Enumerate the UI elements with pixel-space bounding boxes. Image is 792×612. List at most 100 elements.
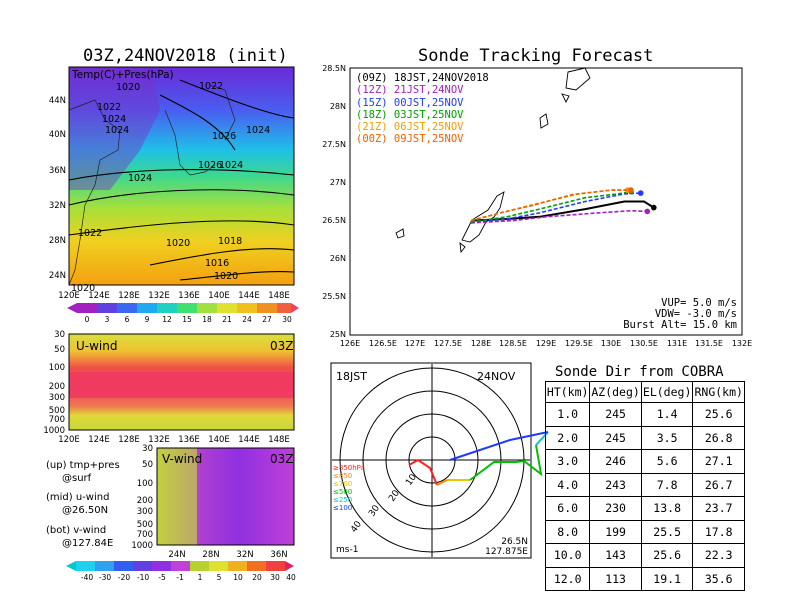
cbar-tick: 10 (233, 573, 243, 582)
track-series-line (470, 209, 648, 224)
track-endpoint (644, 208, 651, 215)
cell: 25.5 (640, 519, 694, 544)
track-endpoint (651, 204, 657, 211)
cbar-tick: 27 (262, 315, 272, 324)
cell: 6.0 (544, 496, 591, 521)
vwind-low-lat (157, 448, 197, 545)
isobar-label: 1022 (78, 228, 102, 239)
p-tick: 200 (137, 496, 153, 506)
p-tick: 1000 (131, 541, 153, 551)
legend-item: (00Z) 09JST,25NOV (356, 133, 464, 146)
lat-tick: 32N (236, 550, 253, 560)
column-header: HT(km) (544, 381, 591, 403)
cell: 7.8 (640, 472, 694, 497)
cbar-tick: 0 (85, 315, 90, 324)
cbar-tick: 1 (198, 573, 203, 582)
lon-tick: 148E (268, 291, 290, 301)
lat-tick: 25N (330, 330, 346, 339)
cell: 22.3 (692, 543, 745, 568)
lon-tick: 126.5E (369, 339, 397, 348)
lat-tick: 40N (49, 130, 66, 140)
lat-tick: 24N (168, 550, 185, 560)
lat-tick: 44N (49, 96, 66, 106)
lon-tick: 129E (536, 339, 556, 348)
legend-item: (21Z) 06JST,25NOV (356, 121, 464, 134)
p-tick: 50 (142, 460, 153, 470)
coastline (68, 84, 236, 286)
lon-tick: 130.5E (630, 339, 658, 348)
cell: 243 (589, 472, 642, 497)
cbar-tick: 9 (145, 315, 150, 324)
cbar-tick: -20 (118, 573, 130, 582)
lon-tick: 120E (58, 435, 80, 445)
lon-tick: 136E (178, 435, 200, 445)
lon-tick: 131.5E (695, 339, 723, 348)
cbar-tick: 24 (242, 315, 252, 324)
cell: 25.6 (692, 402, 745, 427)
p-tick: 500 (49, 406, 65, 416)
lon-tick: 129.5E (565, 339, 593, 348)
lon-tick: 131E (667, 339, 687, 348)
p-tick: 100 (49, 363, 65, 373)
temp-map-panel: 1020 1022 1022 1024 1024 1026 1024 1026 … (49, 66, 299, 324)
temp-colorbar (67, 303, 299, 313)
cell: 4.0 (544, 472, 591, 497)
note-line: @127.84E (62, 538, 113, 549)
cobra-table: HT(km) AZ(deg) EL(deg) RNG(km) 1.0 245 1.4… (544, 381, 745, 591)
isobar-label: 1022 (199, 81, 223, 92)
table-row: 12.0 113 19.1 35.6 (544, 566, 745, 591)
table-row: 10.0 143 25.6 22.3 (544, 543, 745, 568)
polar-unit: ms-1 (336, 545, 358, 555)
uwind-panel: U-wind 03Z 30 50 100 200 300 500 700 100… (43, 330, 295, 445)
lat-tick: 32N (49, 201, 66, 211)
table-row: 8.0 199 25.5 17.8 (544, 519, 745, 544)
wind-colorbar-ticks: -40 -30 -20 -10 -5 -1 1 5 10 20 30 40 (81, 573, 296, 582)
lon-tick: 128.5E (499, 339, 527, 348)
isobar-lines (68, 79, 295, 281)
cell: 25.6 (640, 543, 694, 568)
isobar-label: 1020 (71, 283, 95, 294)
table-row: 2.0 245 3.5 26.8 (544, 425, 745, 450)
cell: 199 (589, 519, 642, 544)
lat-tick: 27N (330, 178, 346, 187)
isobar-label: 1020 (116, 82, 140, 93)
lon-tick: 140E (208, 435, 230, 445)
lon-tick: 136E (178, 291, 200, 301)
cbar-tick: 5 (217, 573, 222, 582)
p-tick: 200 (49, 382, 65, 392)
cbar-tick: 15 (182, 315, 192, 324)
init-map-title: 03Z,24NOV2018 (init) (83, 46, 288, 66)
cbar-tick: 12 (162, 315, 172, 324)
track-series-line (470, 189, 631, 222)
lon-tick: 132E (732, 339, 752, 348)
cell: 3.5 (640, 425, 694, 450)
tracking-frame (349, 67, 743, 336)
wind-colorbar (66, 561, 294, 571)
lat-tick: 28N (49, 236, 66, 246)
p-tick: 700 (137, 530, 153, 540)
column-header: RNG(km) (692, 381, 745, 403)
p-tick: 1000 (43, 426, 65, 436)
p-tick: 700 (49, 415, 65, 425)
cell: 35.6 (692, 566, 745, 591)
cell: 2.0 (544, 425, 591, 450)
tracking-title: Sonde Tracking Forecast (418, 46, 654, 66)
temp-lon-ticks: 120E 124E 128E 132E 136E 140E 144E 148E (58, 291, 290, 301)
lat-tick: 28N (330, 102, 346, 111)
pressure-legend-item: ≤500 (333, 488, 352, 496)
note-line: (mid) u-wind (46, 492, 109, 503)
param-line: Burst Alt= 15.0 km (623, 319, 737, 331)
cbar-tick: -1 (176, 573, 184, 582)
cbar-tick: 20 (252, 573, 262, 582)
cell: 19.1 (640, 566, 694, 591)
vwind-p-ticks: 30 50 100 200 300 500 700 1000 (131, 444, 153, 551)
panel-notes: (up) tmp+pres @surf (mid) u-wind @26.50N… (46, 460, 120, 549)
lon-tick: 124E (88, 291, 110, 301)
lon-tick: 148E (268, 435, 290, 445)
track-series-line (470, 190, 632, 223)
cell: 13.8 (640, 496, 694, 521)
uwind-frame (68, 333, 295, 431)
cell: 23.7 (692, 496, 745, 521)
cell: 10.0 (544, 543, 591, 568)
